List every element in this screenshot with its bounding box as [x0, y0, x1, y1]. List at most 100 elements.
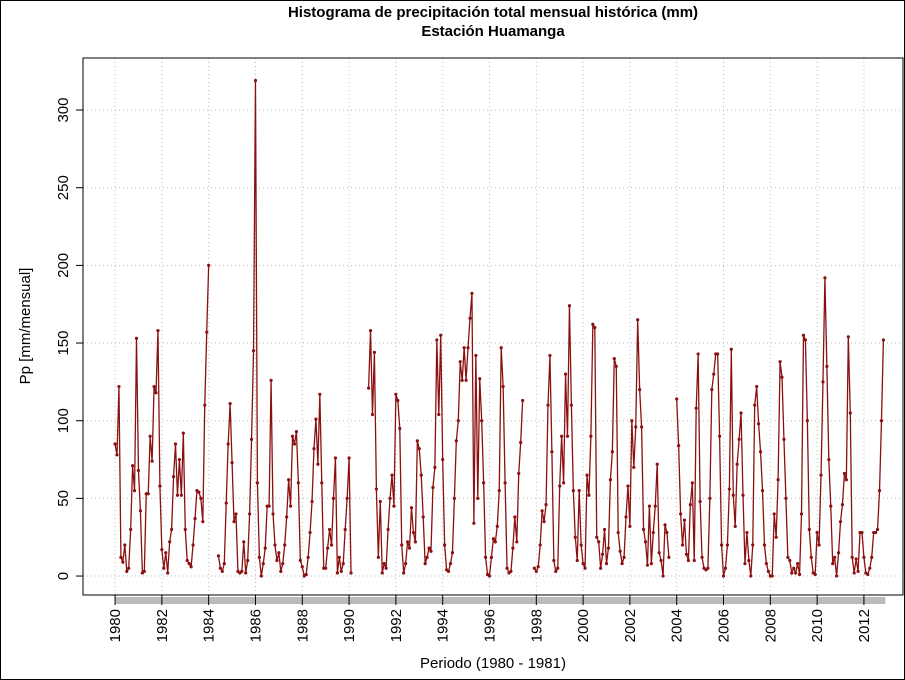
- point: [168, 540, 172, 544]
- point: [382, 562, 386, 566]
- point: [400, 543, 404, 547]
- point: [476, 496, 480, 500]
- point: [134, 336, 139, 340]
- point: [450, 551, 455, 555]
- point: [482, 481, 486, 485]
- point: [782, 437, 786, 441]
- point: [577, 489, 581, 493]
- point: [723, 566, 728, 570]
- point: [819, 473, 823, 477]
- point: [281, 562, 285, 566]
- point: [733, 524, 737, 528]
- point: [505, 566, 509, 570]
- point: [634, 425, 638, 429]
- point: [207, 263, 211, 267]
- point: [684, 552, 689, 556]
- point: [638, 388, 642, 392]
- point: [606, 546, 611, 550]
- point: [343, 527, 347, 532]
- point: [333, 456, 338, 460]
- point: [240, 569, 244, 573]
- point: [758, 450, 763, 454]
- point: [628, 524, 632, 528]
- point: [142, 569, 146, 573]
- point: [700, 555, 704, 560]
- month-strip: [115, 597, 886, 604]
- x-axis-label: Periodo (1980 - 1981): [420, 655, 566, 672]
- point: [760, 489, 765, 493]
- point: [121, 560, 125, 564]
- point: [318, 392, 322, 396]
- point: [230, 461, 234, 465]
- point: [175, 493, 180, 497]
- point: [688, 502, 692, 507]
- point: [593, 325, 597, 330]
- point: [636, 318, 640, 322]
- point: [842, 471, 847, 476]
- point: [579, 543, 583, 547]
- point: [757, 422, 761, 426]
- x-tick-label: 1982: [154, 609, 171, 642]
- point: [259, 574, 263, 578]
- point: [402, 571, 406, 575]
- point: [185, 558, 189, 563]
- point: [659, 558, 663, 563]
- point: [563, 372, 568, 376]
- point: [620, 562, 624, 566]
- point: [770, 574, 774, 578]
- point: [150, 459, 154, 463]
- point: [833, 555, 837, 560]
- point: [487, 574, 492, 578]
- x-tick-label: 1988: [294, 609, 311, 642]
- point: [534, 569, 538, 573]
- y-tick-label: 250: [55, 175, 72, 200]
- point: [125, 569, 129, 573]
- point: [366, 386, 371, 390]
- point: [347, 456, 351, 460]
- point: [571, 489, 575, 493]
- point: [283, 543, 287, 547]
- point: [747, 558, 751, 563]
- point: [846, 335, 850, 339]
- point: [468, 316, 472, 320]
- point: [870, 555, 874, 560]
- point: [877, 489, 882, 493]
- point: [433, 465, 437, 469]
- point: [548, 353, 552, 358]
- point: [546, 403, 550, 407]
- point: [624, 515, 628, 519]
- point: [567, 304, 572, 308]
- point: [589, 434, 593, 438]
- point: [829, 504, 833, 508]
- point: [345, 496, 349, 500]
- point: [780, 375, 784, 379]
- point: [437, 412, 441, 417]
- point: [232, 520, 236, 524]
- point: [794, 571, 798, 575]
- point: [146, 492, 150, 496]
- point: [719, 543, 724, 547]
- point: [203, 403, 207, 407]
- point: [193, 516, 197, 521]
- point: [602, 527, 607, 532]
- point: [573, 535, 577, 539]
- point: [407, 546, 412, 550]
- point: [248, 512, 252, 516]
- point: [113, 442, 117, 446]
- point: [162, 566, 166, 570]
- point: [879, 419, 884, 423]
- point: [314, 417, 318, 421]
- point: [610, 450, 614, 454]
- point: [540, 509, 544, 513]
- point: [472, 521, 476, 525]
- point: [751, 543, 755, 547]
- point: [762, 543, 767, 547]
- point: [848, 411, 852, 415]
- point: [790, 571, 794, 575]
- point: [653, 504, 657, 508]
- point: [148, 434, 152, 438]
- point: [821, 380, 825, 384]
- point: [304, 572, 308, 577]
- point: [205, 330, 209, 334]
- point: [327, 527, 332, 532]
